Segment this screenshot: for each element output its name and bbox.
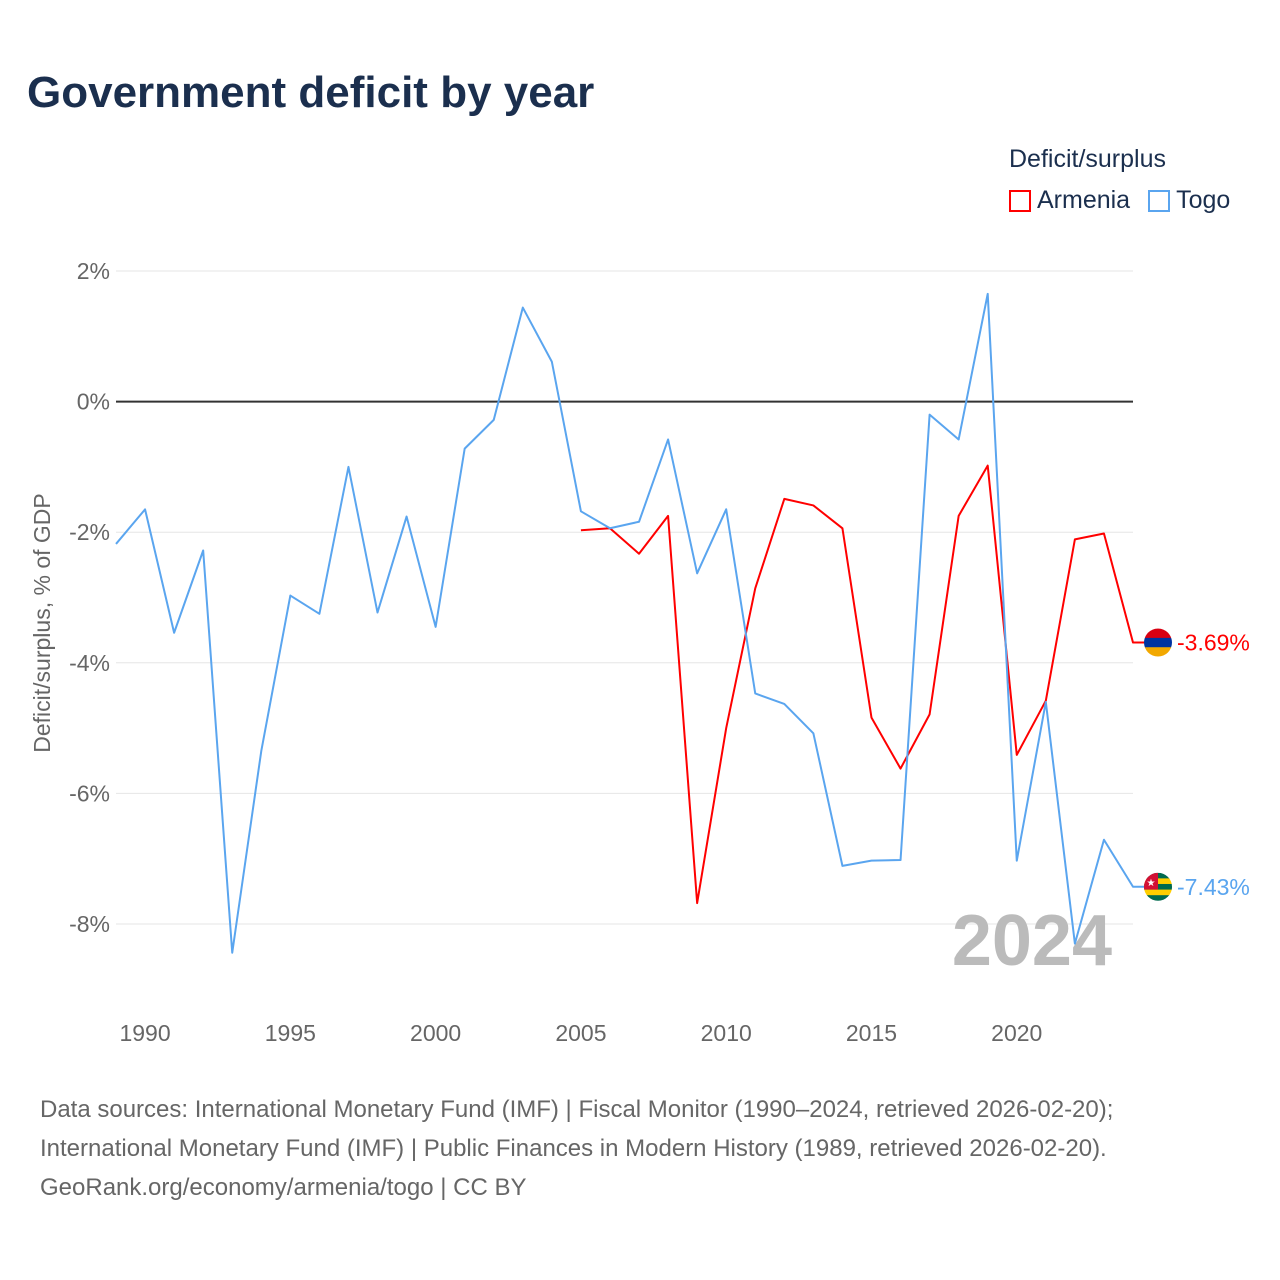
x-tick-label: 2000 <box>410 1020 461 1046</box>
legend-label-armenia: Armenia <box>1037 186 1131 214</box>
armenia-flag-icon <box>1144 628 1172 657</box>
x-tick-label: 2015 <box>846 1020 897 1046</box>
series-line-togo[interactable] <box>115 292 1148 954</box>
series-line-armenia[interactable] <box>580 464 1148 905</box>
x-tick-label: 1995 <box>265 1020 316 1046</box>
footer: Data sources: International Monetary Fun… <box>40 1090 1113 1207</box>
svg-text:★: ★ <box>1147 878 1156 889</box>
x-tick-label: 2010 <box>701 1020 752 1046</box>
y-tick-label: 2% <box>77 258 110 284</box>
legend-swatch-togo <box>1148 189 1171 212</box>
y-tick-label: -4% <box>69 650 110 676</box>
legend-label-togo: Togo <box>1176 186 1231 214</box>
end-label-togo: -7.43% <box>1177 874 1250 900</box>
legend-title: Deficit/surplus <box>1009 145 1166 173</box>
year-watermark: 2024 <box>952 901 1112 981</box>
x-tick-label: 1990 <box>119 1020 170 1046</box>
x-tick-label: 2020 <box>991 1020 1042 1046</box>
footer-link[interactable]: GeoRank.org/economy/armenia/togo | CC BY <box>40 1174 527 1201</box>
legend: Armenia Togo <box>1009 186 1230 215</box>
end-label-armenia: -3.69% <box>1177 630 1250 656</box>
legend-item-togo[interactable]: Togo <box>1148 186 1230 215</box>
footer-source-2: International Monetary Fund (IMF) | Publ… <box>40 1135 1107 1162</box>
y-tick-label: 0% <box>77 389 110 415</box>
footer-source-1: Data sources: International Monetary Fun… <box>40 1096 1114 1123</box>
y-tick-label: -6% <box>69 780 110 806</box>
legend-swatch-armenia <box>1009 189 1031 212</box>
togo-flag-icon: ★ <box>1144 872 1172 901</box>
x-tick-label: 2005 <box>555 1020 606 1046</box>
y-tick-label: -2% <box>69 519 110 545</box>
legend-item-armenia[interactable]: Armenia <box>1009 186 1130 215</box>
chart-title: Government deficit by year <box>27 68 595 117</box>
y-axis-label: Deficit/surplus, % of GDP <box>29 493 55 752</box>
y-tick-label: -8% <box>69 911 110 937</box>
